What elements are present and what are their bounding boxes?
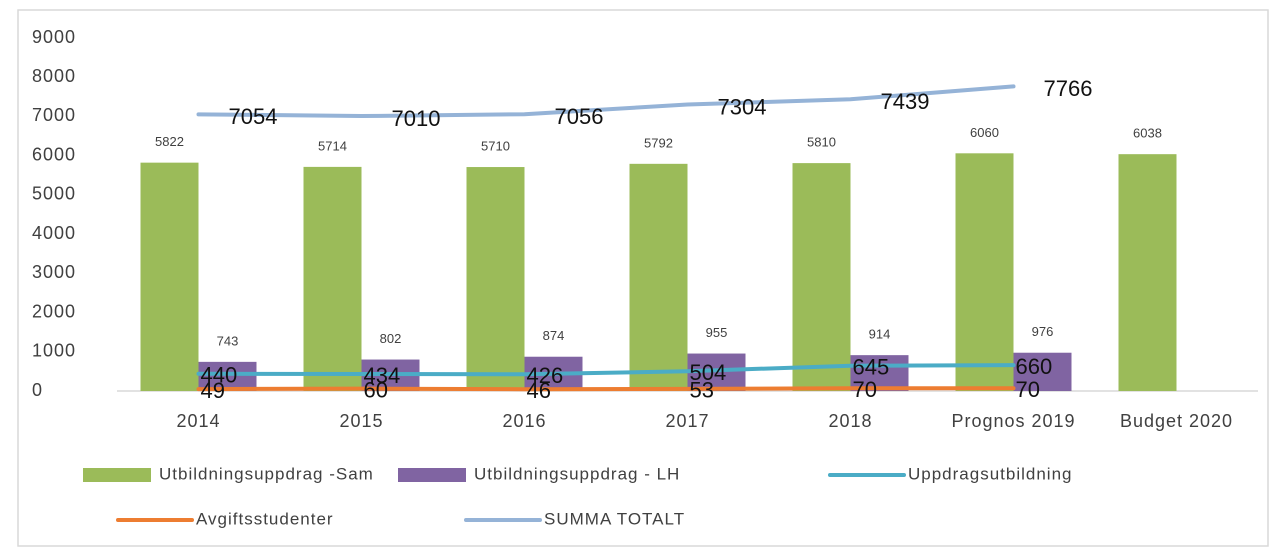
y-tick-label: 8000 (32, 66, 76, 86)
line-value-label: 7304 (718, 94, 767, 119)
x-tick-label: 2015 (339, 411, 383, 431)
line-value-label: 660 (1016, 354, 1053, 379)
y-tick-label: 6000 (32, 144, 76, 164)
bar-value-label: 874 (543, 328, 565, 343)
line-value-label: 46 (527, 378, 551, 403)
line-value-label: 70 (853, 377, 877, 402)
x-tick-label: Prognos 2019 (951, 411, 1075, 431)
y-tick-label: 5000 (32, 184, 76, 204)
y-tick-label: 4000 (32, 223, 76, 243)
bar-value-label: 914 (869, 327, 891, 342)
x-tick-label: 2018 (828, 411, 872, 431)
legend-label: Avgiftsstudenter (196, 509, 334, 528)
bar-value-label: 5822 (155, 134, 184, 149)
bar-value-label: 976 (1032, 324, 1054, 339)
line-value-label: 7439 (881, 89, 930, 114)
x-tick-label: 2016 (502, 411, 546, 431)
bar (850, 355, 909, 391)
line-value-label: 60 (364, 377, 388, 402)
x-tick-label: 2014 (176, 411, 220, 431)
bar (140, 162, 199, 391)
bar (303, 166, 362, 391)
legend-label: SUMMA TOTALT (544, 509, 685, 528)
line-value-label: 7010 (392, 106, 441, 131)
line (196, 84, 1016, 119)
legend-label: Utbildningsuppdrag -Sam (159, 464, 374, 483)
line-value-label: 7056 (555, 104, 604, 129)
bar (466, 167, 525, 391)
legend-swatch (398, 468, 466, 482)
legend-label: Uppdragsutbildning (908, 464, 1073, 483)
bar (792, 163, 851, 391)
bar (1118, 154, 1177, 391)
line-value-label: 440 (201, 363, 238, 388)
line-value-label: 7054 (229, 104, 278, 129)
bar (955, 153, 1014, 391)
bar-value-label: 5710 (481, 138, 510, 153)
bar (198, 361, 257, 391)
x-tick-label: Budget 2020 (1120, 411, 1233, 431)
line-value-label: 7766 (1044, 76, 1093, 101)
bar-value-label: 6060 (970, 125, 999, 140)
bar (629, 163, 688, 391)
line-value-label: 49 (201, 378, 225, 403)
line-value-label: 434 (364, 363, 401, 388)
y-tick-label: 9000 (32, 27, 76, 47)
bar-value-label: 5810 (807, 135, 836, 150)
line-value-label: 426 (527, 363, 564, 388)
y-tick-label: 1000 (32, 341, 76, 361)
line-value-label: 53 (690, 378, 714, 403)
line-value-label: 645 (853, 355, 890, 380)
y-tick-label: 2000 (32, 301, 76, 321)
bar-value-label: 802 (380, 331, 402, 346)
legend-swatch (83, 468, 151, 482)
line-value-label: 70 (1016, 377, 1040, 402)
x-tick-label: 2017 (665, 411, 709, 431)
line-value-label: 504 (690, 360, 727, 385)
line (196, 386, 1016, 392)
legend-label: Utbildningsuppdrag - LH (474, 464, 680, 483)
y-tick-label: 0 (32, 380, 43, 400)
line (196, 363, 1016, 377)
bar-value-label: 955 (706, 325, 728, 340)
bar-value-label: 6038 (1133, 126, 1162, 141)
y-tick-label: 3000 (32, 262, 76, 282)
bar-value-label: 743 (217, 333, 239, 348)
bar-value-label: 5792 (644, 135, 673, 150)
bar (1013, 352, 1072, 391)
y-tick-label: 7000 (32, 105, 76, 125)
bar-value-label: 5714 (318, 138, 347, 153)
